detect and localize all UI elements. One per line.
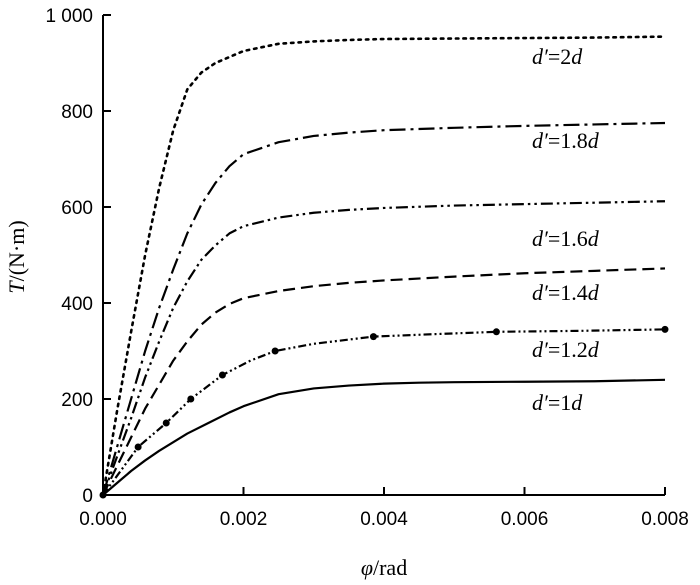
y-tick-label: 1 000 xyxy=(45,6,93,27)
y-tick-label: 0 xyxy=(82,486,93,507)
y-axis-title: T/(N·m) xyxy=(4,220,29,293)
x-tick-label: 0.006 xyxy=(501,509,549,530)
series-label: d′=2d xyxy=(532,44,583,69)
series-label: d′=1.8d xyxy=(532,128,600,153)
series-marker xyxy=(187,395,195,403)
series-line xyxy=(102,378,666,496)
series-group xyxy=(99,35,669,499)
x-tick-label: 0.008 xyxy=(641,509,689,530)
series-marker xyxy=(661,325,669,333)
axes xyxy=(102,15,665,496)
series-marker xyxy=(162,419,170,427)
y-tick-label: 600 xyxy=(61,198,93,219)
series-label: d′=1.6d xyxy=(532,226,600,251)
series-labels: d′=2d d′=1.8d d′=1.6d d′=1.4d d′=1.2d d′=1d xyxy=(532,44,600,415)
x-tick-label: 0.002 xyxy=(220,509,268,530)
series-line xyxy=(102,328,666,496)
y-tick-label: 200 xyxy=(61,390,93,411)
series-label: d′=1.2d xyxy=(532,337,600,362)
series-label: d′=1.4d xyxy=(532,280,600,305)
series-line xyxy=(101,200,666,496)
x-tick-label: 0.000 xyxy=(79,509,127,530)
series-marker xyxy=(369,333,377,341)
series-line xyxy=(101,121,666,496)
series-marker xyxy=(218,371,226,379)
ticks: 0 200 400 600 800 1 000 0.000 0.002 0.004 0.006 0.… xyxy=(45,6,688,530)
x-axis-title: φ/rad xyxy=(361,555,407,580)
series-marker xyxy=(271,347,279,355)
series-label: d′=1d xyxy=(532,390,583,415)
y-tick-label: 800 xyxy=(61,102,93,123)
series-marker xyxy=(492,328,500,336)
series-line xyxy=(101,35,667,497)
x-tick-label: 0.004 xyxy=(360,509,408,530)
series-line xyxy=(102,267,666,496)
series-marker xyxy=(134,443,142,451)
y-tick-label: 400 xyxy=(61,294,93,315)
